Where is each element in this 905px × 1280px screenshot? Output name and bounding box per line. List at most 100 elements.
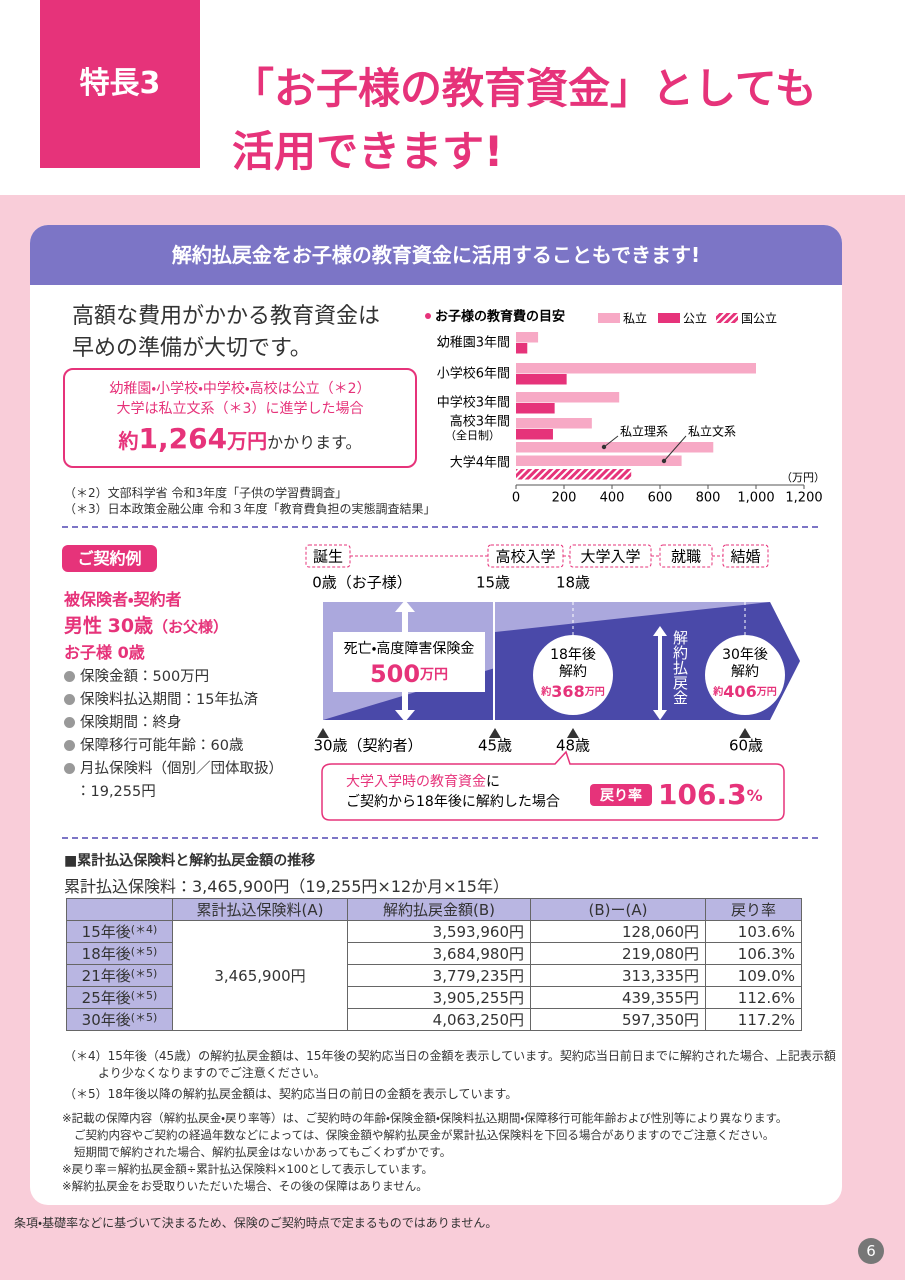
annotation-line <box>663 435 687 462</box>
paid-cell: 3,465,900円 <box>172 920 348 1031</box>
child-age: 0歳（お子様） <box>312 574 412 592</box>
row-label: 30年後(＊5) <box>66 1008 173 1031</box>
row-note: (＊5) <box>130 967 158 980</box>
x-tick-label: 0 <box>512 491 520 506</box>
premium: ：19,255円 <box>76 784 156 800</box>
child-label: お子様 <box>64 643 113 662</box>
child-age: 18歳 <box>556 574 590 592</box>
rate-label: 戻り率 <box>599 787 642 804</box>
cell: 117.2% <box>705 1008 802 1031</box>
bar <box>516 392 620 403</box>
sex: 男性 <box>64 615 103 637</box>
age-marker <box>317 728 329 738</box>
legend-label: 私立 <box>623 312 647 326</box>
bar <box>516 455 682 466</box>
legend-swatch <box>716 313 738 323</box>
surrender-line: 解約 <box>559 664 587 680</box>
item: 保険料払込期間：15年払済 <box>64 689 283 712</box>
cell: 4,063,250円 <box>347 1008 531 1031</box>
surrender-line: 30年後 <box>722 647 768 663</box>
role: 被保険者・契約者 <box>64 590 182 609</box>
category-label: 大学4年間 <box>450 455 510 471</box>
row-note: (＊5) <box>130 945 158 958</box>
age-marker <box>489 728 501 738</box>
relation: （お父様） <box>153 618 229 636</box>
event-box <box>722 544 769 568</box>
benefit-amount: 500万円 <box>370 660 448 688</box>
row-label: 15年後(＊4) <box>66 920 173 943</box>
bar <box>516 363 756 374</box>
note: （＊5）18年後以降の解約払戻金額は、契約応当日の前日の金額を表示しています。 <box>64 1087 518 1101</box>
row: 30年後(＊5) 4,063,250円 597,350円 117.2% <box>66 1008 802 1031</box>
item: 月払保険料（個別／団体取扱） <box>64 758 283 781</box>
remark: 短期間で解約された場合、解約払戻金はないかあってもごくわずかです。 <box>74 1145 452 1159</box>
banner: 解約払戻金をお子様の教育資金に活用することもできます! <box>30 225 842 285</box>
remarks: ※記載の保障内容（解約払戻金・戻り率等）は、ご契約時の年齢・保険金額・保険料払込… <box>62 1110 787 1195</box>
total-amount: 1,264 <box>138 422 228 455</box>
title-line: 「お子様の教育資金」としても <box>232 64 817 113</box>
header-cell: 解約払戻金額(B) <box>347 898 531 921</box>
event-label: 誕生 <box>313 548 343 566</box>
page-number: 6 <box>858 1238 884 1264</box>
event-label: 就職 <box>671 548 701 566</box>
box-line: 幼稚園・小学校・中学校・高校は公立（＊2） <box>109 381 371 397</box>
row-label-text: 30年後 <box>81 1011 131 1029</box>
cell: 128,060円 <box>530 920 706 943</box>
annotation: 私立文系 <box>688 425 736 439</box>
cell: 109.0% <box>705 964 802 987</box>
parent-age: 45歳 <box>478 737 512 755</box>
callout <box>321 750 785 821</box>
row-label-text: 25年後 <box>81 989 131 1007</box>
header-row: 累計払込保険料(A) 解約払戻金額(B) (B)ー(A) 戻り率 <box>66 898 802 921</box>
legend-label: 公立 <box>683 312 707 326</box>
title-dot <box>425 313 431 319</box>
remark: ※記載の保障内容（解約払戻金・戻り率等）は、ご契約時の年齢・保険金額・保険料払込… <box>62 1111 788 1125</box>
divider <box>62 526 818 528</box>
total-unit: 万円 <box>227 429 268 453</box>
bar <box>516 332 539 343</box>
annotation: 私立理系 <box>620 425 668 439</box>
example-tag: ご契約例 <box>62 545 157 572</box>
bar <box>516 343 528 354</box>
source-note: （＊2）文部科学省 令和3年度「子供の学習費調査」 <box>64 486 348 500</box>
rate-tag <box>590 784 652 806</box>
event-label: 高校入学 <box>495 548 555 566</box>
arrow-head <box>395 600 415 612</box>
row: 25年後(＊5) 3,905,255円 439,355円 112.6% <box>66 986 802 1009</box>
x-tick-label: 600 <box>648 491 673 506</box>
surrender-line: 解約 <box>731 664 759 680</box>
note: より少なくなりますのでご注意ください。 <box>98 1066 326 1080</box>
legend-label: 国公立 <box>741 312 777 326</box>
item-list: 保険金額：500万円 保険料払込期間：15年払済 保険期間：終身 保障移行可能年… <box>64 666 283 804</box>
bar <box>516 374 567 385</box>
total-box: 幼稚園・小学校・中学校・高校は公立（＊2） 大学は私立文系（＊3）に進学した場合… <box>63 368 417 468</box>
surrender-circle <box>533 635 613 715</box>
category-label: 中学校3年間 <box>437 395 510 411</box>
event-box <box>659 544 713 568</box>
amount: 368 <box>551 682 584 701</box>
note: （＊4）15年後（45歳）の解約払戻金額は、15年後の契約応当日の金額を表示して… <box>64 1049 836 1063</box>
surrender-amount: 約368万円 <box>540 682 604 701</box>
parent-age: 60歳 <box>729 737 763 755</box>
highlight: 大学入学時の教育資金 <box>346 774 486 790</box>
arrow-head <box>653 710 667 720</box>
row: 18年後(＊5) 3,684,980円 219,080円 106.3% <box>66 942 802 965</box>
suffix: に <box>486 774 500 790</box>
cell: 219,080円 <box>530 942 706 965</box>
insured: 男性 30歳（お父様） <box>64 611 228 638</box>
item: 保障移行可能年齢：60歳 <box>64 735 283 758</box>
surrender-circle <box>705 635 785 715</box>
age: 30歳 <box>107 615 154 637</box>
cell: 3,779,235円 <box>347 964 531 987</box>
item: 保険期間：終身 <box>64 712 283 735</box>
legend-swatch <box>598 313 620 323</box>
event-label: 大学入学 <box>580 548 640 566</box>
title-line: 活用できます! <box>232 127 504 176</box>
remark: ご契約内容やご契約の経過年数などによっては、保険金額や解約払戻金が累計払込保険料… <box>74 1128 775 1142</box>
x-tick-label: 400 <box>600 491 625 506</box>
prefix: 約 <box>712 685 723 698</box>
divider <box>62 837 818 839</box>
header-cell: 累計払込保険料(A) <box>172 898 348 921</box>
remark: ※解約払戻金をお受取りいただいた場合、その後の保障はありません。 <box>62 1179 428 1193</box>
